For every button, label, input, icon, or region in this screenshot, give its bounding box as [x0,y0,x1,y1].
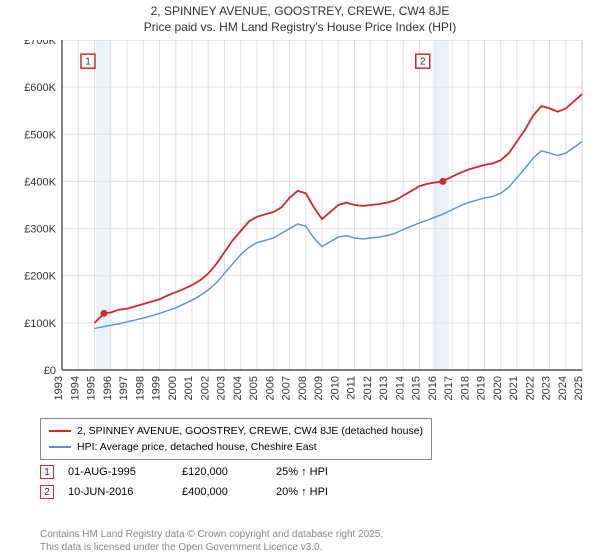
x-tick-label: 2009 [313,376,325,400]
annotation-date: 10-JUN-2016 [68,486,168,498]
annotation-hpi: 20% ↑ HPI [276,486,356,498]
legend-row: HPI: Average price, detached house, Ches… [49,439,423,455]
x-tick-label: 2013 [378,376,390,400]
annotation-row: 1 01-AUG-1995 £120,000 25% ↑ HPI [40,462,356,482]
x-tick-label: 2025 [573,376,585,400]
chart-subtitle: Price paid vs. HM Land Registry's House … [0,20,600,34]
y-tick-label: £300K [24,224,56,236]
x-tick-label: 1997 [118,376,130,400]
y-tick-label: £500K [24,129,56,141]
y-tick-label: £700K [24,40,56,47]
chart-title: 2, SPINNEY AVENUE, GOOSTREY, CREWE, CW4 … [0,4,600,18]
x-tick-label: 2003 [216,376,228,400]
x-tick-label: 2020 [492,376,504,400]
x-tick-label: 1998 [134,376,146,400]
x-tick-label: 2001 [183,376,195,400]
x-tick-label: 2002 [199,376,211,400]
annotation-date: 01-AUG-1995 [68,466,168,478]
annotation-marker-2: 2 [40,485,54,499]
x-tick-label: 2019 [476,376,488,400]
footer-text: Contains HM Land Registry data © Crown c… [40,529,383,554]
x-tick-label: 2023 [541,376,553,400]
data-point-2 [439,178,446,185]
x-tick-label: 1999 [151,376,163,400]
x-tick-label: 2014 [394,376,406,400]
x-tick-label: 2022 [524,376,536,400]
x-tick-label: 2005 [248,376,260,400]
y-tick-label: £200K [24,271,56,283]
footer-line-2: This data is licensed under the Open Gov… [40,542,383,555]
x-tick-label: 1996 [102,376,114,400]
x-tick-label: 1993 [53,376,65,400]
legend-row: 2, SPINNEY AVENUE, GOOSTREY, CREWE, CW4 … [49,423,423,439]
chart-marker-label-1: 1 [85,57,91,68]
annotation-marker-1: 1 [40,465,54,479]
x-tick-label: 2018 [459,376,471,400]
legend-label: 2, SPINNEY AVENUE, GOOSTREY, CREWE, CW4 … [77,425,423,437]
y-tick-label: £400K [24,176,56,188]
chart-marker-label-2: 2 [420,57,426,68]
chart-area: £0 £100K £200K £300K £400K £500K £600K £700K 199… [10,40,590,410]
data-point-1 [100,310,107,317]
y-tick-label: £600K [24,82,56,94]
annotation-price: £400,000 [182,486,262,498]
x-tick-label: 2008 [297,376,309,400]
x-tick-label: 2007 [281,376,293,400]
annotation-price: £120,000 [182,466,262,478]
x-tick-label: 2017 [443,376,455,400]
legend-swatch [49,446,71,448]
x-tick-label: 2004 [232,376,244,400]
legend: 2, SPINNEY AVENUE, GOOSTREY, CREWE, CW4 … [40,418,432,460]
annotation-row: 2 10-JUN-2016 £400,000 20% ↑ HPI [40,482,356,502]
y-tick-label: £0 [44,365,56,377]
x-tick-label: 2024 [557,376,569,400]
legend-label: HPI: Average price, detached house, Ches… [77,441,317,453]
x-tick-label: 2010 [329,376,341,400]
x-tick-label: 1995 [86,376,98,400]
x-tick-label: 2006 [264,376,276,400]
annotation-hpi: 25% ↑ HPI [276,466,356,478]
highlight-band [96,40,111,370]
annotation-table: 1 01-AUG-1995 £120,000 25% ↑ HPI 2 10-JUN-201… [40,462,356,502]
x-tick-label: 2021 [508,376,520,400]
x-tick-label: 2015 [411,376,423,400]
x-tick-label: 2000 [167,376,179,400]
x-tick-label: 2012 [362,376,374,400]
y-tick-label: £100K [24,318,56,330]
footer-line-1: Contains HM Land Registry data © Crown c… [40,529,383,542]
highlight-band [433,40,449,370]
x-tick-label: 2016 [427,376,439,400]
x-tick-label: 2011 [346,376,358,400]
legend-swatch [49,430,71,432]
x-tick-label: 1994 [69,376,81,400]
